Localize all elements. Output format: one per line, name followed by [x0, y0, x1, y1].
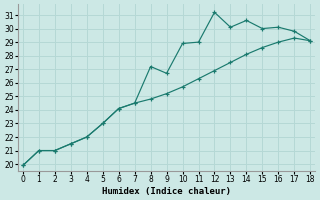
X-axis label: Humidex (Indice chaleur): Humidex (Indice chaleur) [102, 187, 231, 196]
